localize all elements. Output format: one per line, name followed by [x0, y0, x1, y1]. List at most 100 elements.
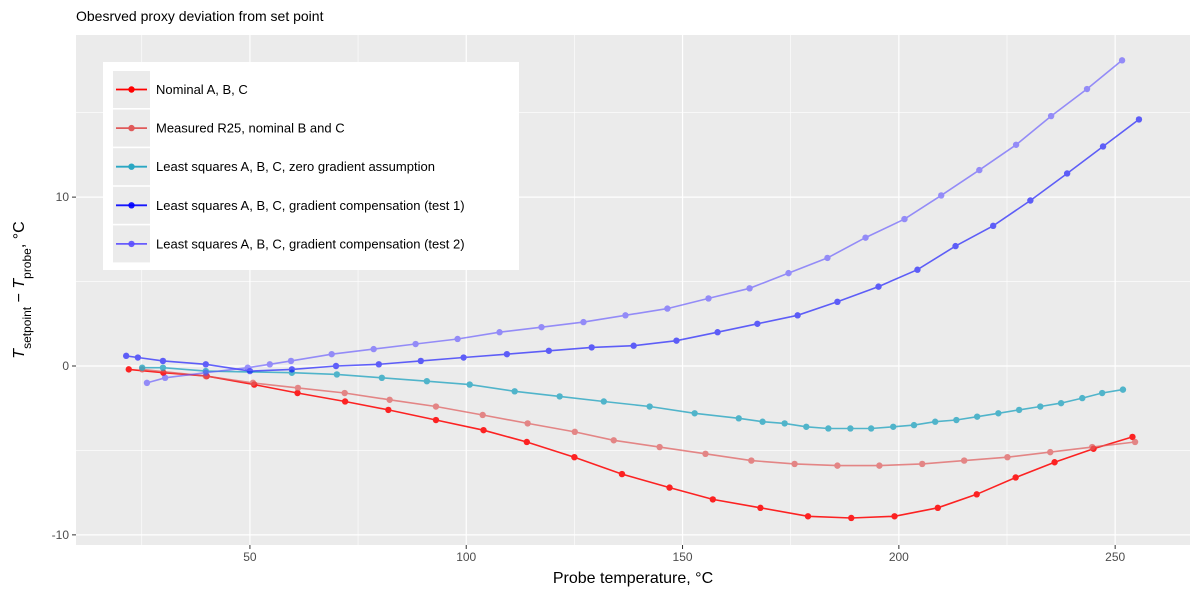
data-point	[914, 266, 921, 273]
data-point	[1012, 141, 1020, 148]
data-point	[834, 298, 841, 306]
data-point	[702, 450, 709, 458]
data-point	[834, 462, 841, 469]
data-point	[244, 364, 251, 371]
series-line	[128, 368, 1133, 519]
data-point	[1047, 112, 1055, 120]
data-point	[460, 354, 467, 361]
data-point	[375, 361, 383, 368]
data-point	[294, 384, 302, 392]
x-tick-label: 100	[456, 550, 476, 564]
data-point	[143, 379, 151, 387]
data-point	[785, 269, 792, 277]
data-point	[931, 418, 939, 425]
data-point	[1004, 453, 1011, 461]
data-point	[1083, 85, 1091, 93]
data-point	[370, 345, 377, 353]
data-point	[266, 361, 274, 368]
data-point	[960, 457, 968, 464]
y-axis-title-part: setpoint	[20, 306, 34, 349]
data-point	[386, 396, 393, 403]
data-point	[910, 421, 918, 429]
data-point	[848, 514, 855, 522]
data-point	[804, 513, 812, 520]
data-point	[705, 295, 712, 302]
data-point	[1079, 394, 1086, 402]
series	[125, 366, 1136, 522]
data-point	[571, 428, 579, 436]
data-point	[466, 381, 473, 388]
data-point	[803, 423, 810, 430]
data-point	[754, 320, 761, 327]
data-point	[673, 337, 680, 344]
data-point	[824, 254, 831, 262]
y-axis-title-part: , °C	[11, 221, 28, 248]
data-point	[545, 347, 553, 354]
legend-key-point	[128, 86, 135, 93]
data-point	[480, 426, 487, 434]
data-point	[746, 285, 753, 292]
legend-key-point	[128, 124, 135, 132]
series	[138, 364, 1127, 432]
y-tick-label: 0	[62, 359, 69, 373]
data-point	[588, 344, 595, 351]
data-point	[1089, 443, 1096, 451]
legend-label: Least squares A, B, C, gradient compensa…	[156, 198, 465, 213]
data-point	[159, 364, 167, 371]
data-point	[781, 420, 788, 427]
data-point	[646, 403, 653, 410]
data-point	[1057, 399, 1065, 407]
y-axis-title-part: T	[11, 278, 28, 289]
data-point	[876, 462, 883, 469]
data-point	[580, 318, 587, 326]
data-point	[919, 460, 926, 468]
x-axis-title: Probe temperature, °C	[553, 570, 713, 587]
data-point	[423, 377, 431, 385]
data-point	[901, 215, 908, 223]
data-point	[1051, 459, 1058, 466]
data-point	[622, 312, 629, 319]
series	[143, 57, 1126, 387]
data-point	[1063, 170, 1071, 177]
data-point	[294, 389, 301, 397]
data-point	[122, 352, 130, 360]
legend-key-point	[128, 202, 135, 209]
y-axis-title-part: T	[11, 348, 28, 359]
data-point	[759, 418, 766, 425]
data-point	[202, 361, 209, 368]
data-point	[890, 423, 897, 430]
data-point	[875, 283, 882, 290]
data-point	[847, 425, 854, 432]
data-point	[511, 388, 518, 395]
legend-key-point	[128, 240, 135, 248]
legend-label: Least squares A, B, C, gradient compensa…	[156, 236, 465, 251]
data-point	[791, 460, 798, 468]
data-point	[618, 470, 626, 478]
data-point	[288, 366, 296, 373]
legend: Nominal A, B, C Measured R25, nominal B a…	[103, 62, 519, 270]
data-point	[538, 323, 545, 331]
data-point	[1015, 406, 1023, 414]
data-point	[556, 393, 563, 400]
y-tick-label: 10	[56, 190, 70, 204]
data-point	[666, 484, 673, 491]
data-point	[1098, 389, 1106, 397]
data-point	[714, 329, 721, 336]
x-tick-label: 50	[243, 550, 257, 564]
data-point	[161, 374, 169, 382]
x-tick-label: 200	[889, 550, 909, 564]
data-point	[989, 222, 997, 230]
data-point	[1131, 438, 1139, 446]
data-point	[134, 354, 142, 361]
data-point	[332, 362, 340, 370]
data-point	[973, 491, 980, 498]
data-point	[709, 496, 717, 503]
legend-label: Measured R25, nominal B and C	[156, 121, 345, 136]
series	[122, 116, 1143, 375]
data-point	[691, 410, 698, 417]
data-point	[1027, 197, 1034, 204]
data-point	[867, 425, 875, 432]
y-axis-title-part: −	[11, 289, 28, 307]
data-point	[479, 411, 486, 419]
